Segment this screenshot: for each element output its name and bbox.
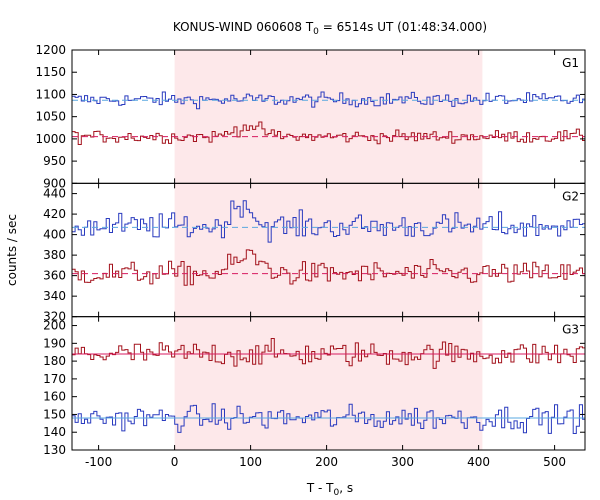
panels: 90095010001050110011501200G1320340360380… <box>35 43 586 469</box>
y-axis-label: counts / sec <box>5 214 19 286</box>
y-tick-label: 180 <box>43 354 66 368</box>
chart-title: KONUS-WIND 060608 T0 = 6514s UT (01:48:3… <box>173 20 487 37</box>
x-tick-label: 300 <box>391 455 414 469</box>
y-tick-label: 950 <box>43 154 66 168</box>
series-red-g3 <box>72 338 585 369</box>
y-tick-label: 340 <box>43 289 66 303</box>
y-tick-label: 1050 <box>35 110 66 124</box>
series-blue-g1 <box>72 91 585 110</box>
panel-label: G3 <box>562 323 579 337</box>
panel-frame <box>71 316 586 451</box>
y-tick-label: 900 <box>43 176 66 190</box>
y-tick-label: 380 <box>43 248 66 262</box>
y-tick-label: 420 <box>43 207 66 221</box>
y-tick-label: 1150 <box>35 65 66 79</box>
series-blue-g2 <box>72 200 585 243</box>
x-tick-label: 100 <box>239 455 262 469</box>
y-tick-label: 190 <box>43 336 66 350</box>
x-tick-label: 0 <box>171 455 179 469</box>
series-red-g2 <box>72 249 585 286</box>
chart-title-sub: 0 <box>313 27 319 37</box>
x-axis-label: T - T0, s <box>306 481 353 498</box>
x-axis-label-rest: , s <box>339 481 353 495</box>
y-tick-label: 200 <box>43 319 66 333</box>
panel-g3: 130 140 150 160 170 180 190 200 G3 <box>43 316 586 457</box>
highlight-region <box>174 50 483 450</box>
x-tick-label: 500 <box>543 455 566 469</box>
y-tick-label: 400 <box>43 228 66 242</box>
y-tick-label: 130 <box>43 443 66 457</box>
y-tick-label: 440 <box>43 187 66 201</box>
panel-label: G1 <box>562 56 579 70</box>
panel-label: G2 <box>562 189 579 203</box>
y-tick-label: 360 <box>43 269 66 283</box>
y-tick-label: 140 <box>43 425 66 439</box>
x-axis-label-sub: 0 <box>334 488 340 498</box>
chart-title-rest: = 6514s UT (01:48:34.000) <box>319 20 487 34</box>
x-axis-label-main: T - T <box>306 481 334 495</box>
y-tick-label: 1100 <box>35 87 66 101</box>
y-tick-label: 160 <box>43 390 66 404</box>
y-tick-label: 170 <box>43 372 66 386</box>
series-blue-g3 <box>72 403 585 434</box>
panel-g2: 320 340 360 380 400 420 440 G2 <box>43 182 586 324</box>
y-tick-label: 1200 <box>35 43 66 57</box>
y-tick-label: 1000 <box>35 132 66 146</box>
series-red-g1 <box>72 121 585 145</box>
x-tick-label: 400 <box>467 455 490 469</box>
x-tick-label: -100 <box>85 455 112 469</box>
x-tick-label: 200 <box>315 455 338 469</box>
y-tick-label: 150 <box>43 407 66 421</box>
chart-title-main: KONUS-WIND 060608 T <box>173 20 314 34</box>
y-tick-label: 320 <box>43 310 66 324</box>
